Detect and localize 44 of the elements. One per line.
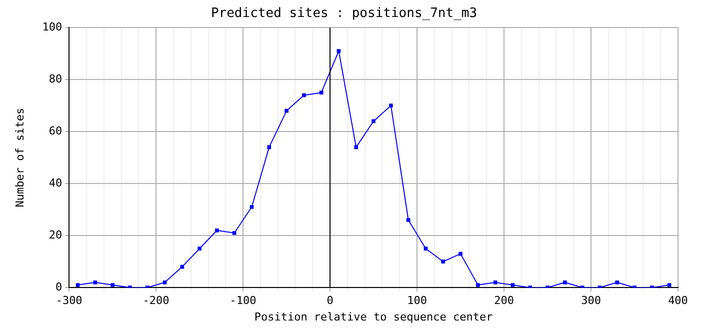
point <box>424 246 428 251</box>
x-tick-label: -200 <box>142 294 170 308</box>
point <box>198 246 202 251</box>
y-tick-label: 40 <box>48 176 62 190</box>
point <box>615 280 620 284</box>
point <box>458 252 462 256</box>
y-axis-title: Number of sites <box>13 108 26 208</box>
point <box>354 145 358 150</box>
point <box>336 49 341 53</box>
point <box>563 280 567 284</box>
point <box>93 280 98 284</box>
chart-title: Predicted sites : positions_7nt_m3 <box>210 6 478 22</box>
point <box>302 93 306 98</box>
point <box>510 283 515 287</box>
x-tick-label: 100 <box>407 294 427 308</box>
x-tick-label: 0 <box>326 294 334 308</box>
point <box>372 119 376 124</box>
y-tick-label: 100 <box>42 20 62 34</box>
point <box>667 283 672 287</box>
x-tick-label: -100 <box>230 294 256 308</box>
point <box>406 218 410 222</box>
point <box>180 264 184 269</box>
point <box>441 260 446 264</box>
y-tick-label: 20 <box>48 228 62 242</box>
point <box>476 283 480 287</box>
y-tick-label: 60 <box>48 124 62 138</box>
x-tick-label: 200 <box>494 294 514 308</box>
y-tick-label: 0 <box>55 280 62 294</box>
point <box>250 205 254 209</box>
point <box>319 90 324 95</box>
point <box>493 280 498 284</box>
point <box>389 104 393 108</box>
x-axis-title: Position relative to sequence center <box>254 310 494 324</box>
point <box>267 145 272 150</box>
point <box>162 280 167 284</box>
point <box>232 231 236 235</box>
point <box>215 228 219 232</box>
x-tick-label: 400 <box>668 294 688 308</box>
point <box>110 283 114 287</box>
x-tick-label: 300 <box>581 294 601 308</box>
point <box>76 283 80 287</box>
point <box>284 108 288 113</box>
x-tick-label: -300 <box>56 294 82 308</box>
y-tick-label: 80 <box>48 72 62 86</box>
